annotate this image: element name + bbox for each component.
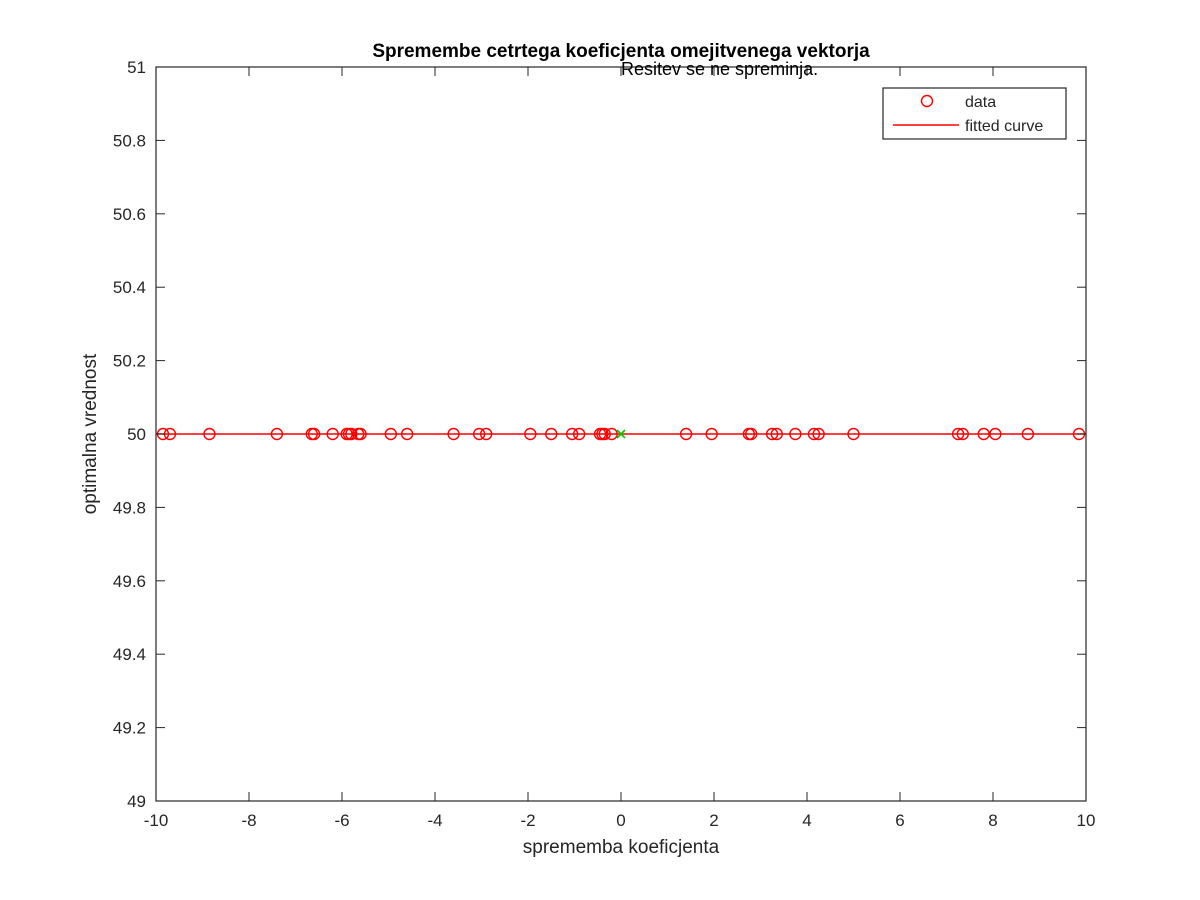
data-point xyxy=(605,427,618,441)
data-point xyxy=(270,427,284,441)
y-tick-label: 49.4 xyxy=(113,645,146,664)
y-tick-label: 50.8 xyxy=(113,131,146,150)
data-point xyxy=(807,427,821,441)
y-tick-label: 49 xyxy=(127,792,146,811)
data-point xyxy=(765,427,779,441)
legend-data-marker xyxy=(920,94,934,108)
y-axis-ticks: 49 49.2 49.4 49.6 49.8 50 50.2 50.4 50.6 50.8 51 xyxy=(113,58,1086,811)
data-point xyxy=(384,427,398,441)
x-tick-label: 2 xyxy=(709,811,718,830)
data-point xyxy=(812,427,825,441)
data-point xyxy=(345,427,358,441)
y-tick-label: 50 xyxy=(127,425,146,444)
x-tick-label: -2 xyxy=(520,811,535,830)
y-tick-label: 50.2 xyxy=(113,352,146,371)
y-axis-label: optimalna vrednost xyxy=(80,353,101,514)
data-point xyxy=(326,427,339,441)
data-point xyxy=(770,427,783,441)
y-tick-label: 50.4 xyxy=(113,278,146,297)
x-tick-label: -6 xyxy=(334,811,349,830)
data-point xyxy=(951,427,965,441)
axes-box xyxy=(155,66,1087,802)
data-point xyxy=(472,427,486,441)
series-layer xyxy=(156,427,1086,441)
legend-box xyxy=(882,87,1067,140)
data-point xyxy=(598,427,611,441)
chart-annotation: Resitev se ne spreminja. xyxy=(621,59,818,79)
y-tick-label: 50.6 xyxy=(113,205,146,224)
legend-fitted-label: fitted curve xyxy=(965,118,1043,135)
data-point xyxy=(679,427,693,441)
data-point xyxy=(847,427,860,441)
solution-marker xyxy=(616,429,626,439)
data-point xyxy=(524,427,537,441)
data-point xyxy=(572,427,586,441)
data-point xyxy=(565,427,579,441)
data-point xyxy=(1021,427,1035,441)
legend: data fitted curve xyxy=(882,87,1067,140)
x-tick-label: 6 xyxy=(895,811,904,830)
legend-data-label: data xyxy=(965,94,996,111)
data-point xyxy=(447,427,460,441)
data-point xyxy=(400,427,414,441)
data-point xyxy=(705,427,718,441)
x-tick-label: 8 xyxy=(988,811,997,830)
data-point xyxy=(354,427,367,441)
y-tick-label: 49.8 xyxy=(113,498,146,517)
data-point xyxy=(745,427,758,441)
data-point xyxy=(479,427,493,441)
data-point xyxy=(203,427,216,441)
data-point xyxy=(989,427,1002,441)
x-axis-label: sprememba koeficjenta xyxy=(523,837,720,858)
x-tick-label: -8 xyxy=(241,811,256,830)
x-tick-label: -10 xyxy=(144,811,169,830)
data-point xyxy=(545,427,558,441)
y-tick-label: 49.2 xyxy=(113,719,146,738)
x-tick-label: 10 xyxy=(1077,811,1096,830)
data-point xyxy=(956,427,969,441)
y-tick-label: 51 xyxy=(127,58,146,77)
x-tick-label: -4 xyxy=(427,811,442,830)
data-point xyxy=(307,427,321,441)
x-tick-label: 4 xyxy=(802,811,811,830)
y-tick-label: 49.6 xyxy=(113,572,146,591)
chart-title: Spremembe cetrtega koeficjenta omejitven… xyxy=(372,41,870,62)
x-tick-label: 0 xyxy=(616,811,625,830)
data-point xyxy=(789,427,802,441)
x-axis-ticks: -10 -8 -6 -4 -2 0 2 4 6 8 10 xyxy=(144,67,1096,830)
solution-marker-stroke xyxy=(616,429,626,439)
